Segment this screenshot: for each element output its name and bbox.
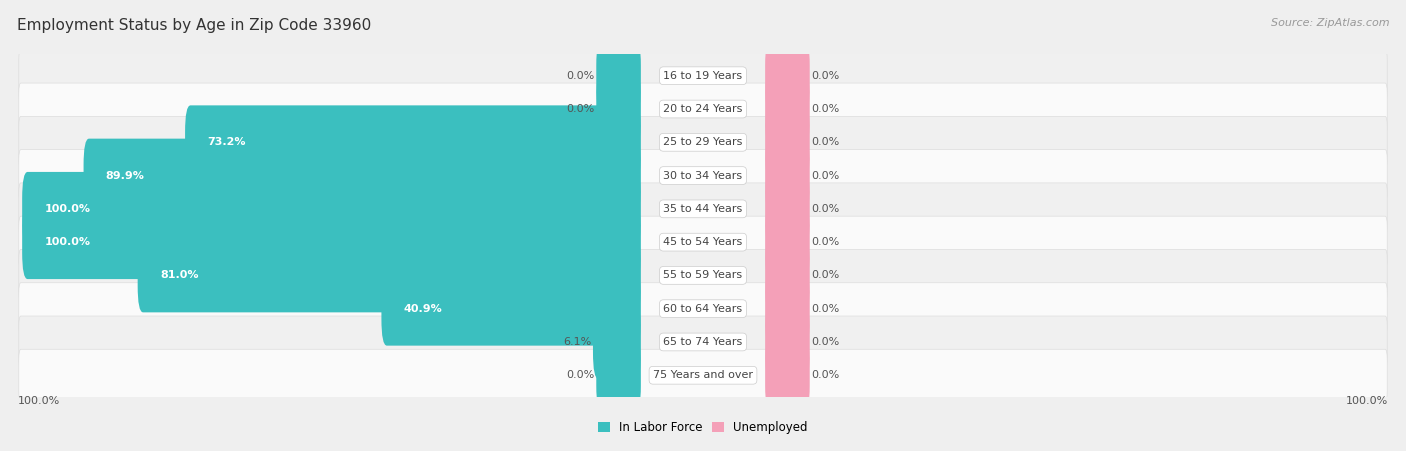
Text: 75 Years and over: 75 Years and over (652, 370, 754, 380)
FancyBboxPatch shape (22, 205, 641, 279)
Legend: In Labor Force, Unemployed: In Labor Force, Unemployed (593, 417, 813, 439)
FancyBboxPatch shape (596, 39, 641, 113)
Text: 30 to 34 Years: 30 to 34 Years (664, 170, 742, 180)
Text: Employment Status by Age in Zip Code 33960: Employment Status by Age in Zip Code 339… (17, 18, 371, 33)
Text: 45 to 54 Years: 45 to 54 Years (664, 237, 742, 247)
Text: 0.0%: 0.0% (811, 170, 839, 180)
FancyBboxPatch shape (18, 283, 1388, 335)
Text: 100.0%: 100.0% (17, 396, 59, 406)
Text: 0.0%: 0.0% (811, 237, 839, 247)
FancyBboxPatch shape (765, 239, 810, 313)
Text: 40.9%: 40.9% (404, 304, 443, 314)
Text: 100.0%: 100.0% (45, 204, 90, 214)
FancyBboxPatch shape (18, 316, 1388, 368)
Text: 0.0%: 0.0% (811, 204, 839, 214)
FancyBboxPatch shape (18, 183, 1388, 235)
FancyBboxPatch shape (593, 305, 641, 379)
Text: 20 to 24 Years: 20 to 24 Years (664, 104, 742, 114)
Text: Source: ZipAtlas.com: Source: ZipAtlas.com (1271, 18, 1389, 28)
Text: 0.0%: 0.0% (811, 71, 839, 81)
FancyBboxPatch shape (138, 239, 641, 313)
FancyBboxPatch shape (18, 116, 1388, 168)
Text: 81.0%: 81.0% (160, 271, 198, 281)
FancyBboxPatch shape (765, 39, 810, 113)
FancyBboxPatch shape (381, 272, 641, 345)
FancyBboxPatch shape (596, 72, 641, 146)
Text: 25 to 29 Years: 25 to 29 Years (664, 137, 742, 147)
FancyBboxPatch shape (765, 305, 810, 379)
FancyBboxPatch shape (765, 106, 810, 179)
FancyBboxPatch shape (765, 72, 810, 146)
FancyBboxPatch shape (18, 150, 1388, 202)
Text: 0.0%: 0.0% (567, 104, 595, 114)
Text: 0.0%: 0.0% (567, 71, 595, 81)
FancyBboxPatch shape (765, 138, 810, 212)
Text: 0.0%: 0.0% (811, 137, 839, 147)
Text: 100.0%: 100.0% (45, 237, 90, 247)
Text: 55 to 59 Years: 55 to 59 Years (664, 271, 742, 281)
Text: 65 to 74 Years: 65 to 74 Years (664, 337, 742, 347)
FancyBboxPatch shape (18, 50, 1388, 102)
Text: 0.0%: 0.0% (811, 104, 839, 114)
FancyBboxPatch shape (765, 172, 810, 246)
FancyBboxPatch shape (765, 205, 810, 279)
FancyBboxPatch shape (186, 106, 641, 179)
Text: 0.0%: 0.0% (567, 370, 595, 380)
Text: 60 to 64 Years: 60 to 64 Years (664, 304, 742, 314)
Text: 89.9%: 89.9% (105, 170, 145, 180)
Text: 0.0%: 0.0% (811, 271, 839, 281)
FancyBboxPatch shape (596, 338, 641, 412)
Text: 6.1%: 6.1% (564, 337, 592, 347)
Text: 73.2%: 73.2% (207, 137, 246, 147)
FancyBboxPatch shape (18, 249, 1388, 301)
Text: 0.0%: 0.0% (811, 370, 839, 380)
FancyBboxPatch shape (83, 138, 641, 212)
Text: 0.0%: 0.0% (811, 304, 839, 314)
FancyBboxPatch shape (765, 272, 810, 345)
FancyBboxPatch shape (22, 172, 641, 246)
FancyBboxPatch shape (18, 216, 1388, 268)
FancyBboxPatch shape (765, 338, 810, 412)
Text: 35 to 44 Years: 35 to 44 Years (664, 204, 742, 214)
Text: 16 to 19 Years: 16 to 19 Years (664, 71, 742, 81)
Text: 100.0%: 100.0% (1347, 396, 1389, 406)
FancyBboxPatch shape (18, 349, 1388, 401)
FancyBboxPatch shape (18, 83, 1388, 135)
Text: 0.0%: 0.0% (811, 337, 839, 347)
